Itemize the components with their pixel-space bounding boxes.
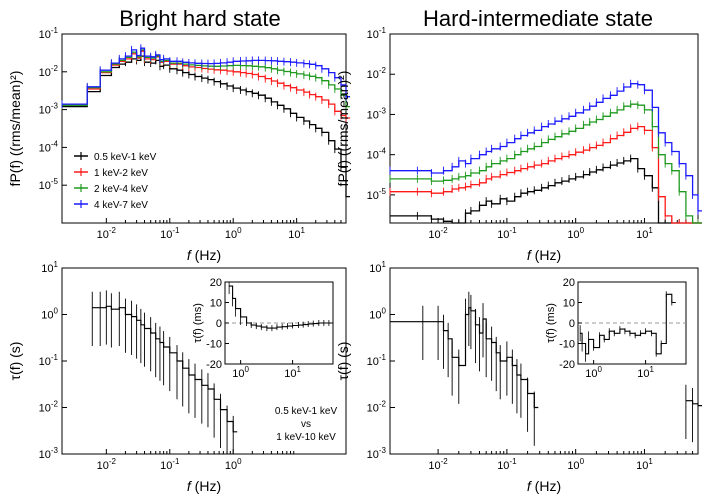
- series-4-kev-7-kev: [389, 79, 702, 215]
- x-tick-label: 101: [636, 457, 653, 472]
- series-1-kev-2-kev: [61, 47, 350, 122]
- y-tick-label: 10-3: [367, 106, 387, 121]
- series-line: [390, 157, 702, 224]
- x-tick-label: 10-2: [428, 226, 448, 241]
- lag-line: [685, 400, 702, 407]
- annotation-line: vs: [301, 419, 311, 430]
- y-tick-label: 10-1: [367, 353, 387, 368]
- x-tick-label: 101: [636, 226, 653, 241]
- inset-x-tick-label: 100: [585, 365, 602, 380]
- legend: 0.5 keV-1 keV 1 keV-2 keV 2 keV-4 keV 4 keV…: [74, 152, 157, 211]
- inset-y-tick-label: 10: [563, 298, 575, 310]
- y-tick-label: 10-3: [367, 446, 387, 461]
- x-axis-label: f (Hz): [187, 478, 221, 494]
- x-axis-label: f (Hz): [527, 478, 561, 494]
- y-tick-label: 101: [41, 260, 58, 275]
- psd-bright-chart: 10-2 10-1 100 101 10-5 10-4 10-3 10-2 10-1 f (Hz)…: [7, 26, 350, 263]
- inset-y-tick-label: 20: [563, 277, 575, 289]
- x-tick-label: 10-1: [497, 226, 517, 241]
- inset-y-axis-label: τ(f) (ms): [192, 303, 204, 343]
- series-line: [390, 103, 702, 224]
- series-0-5-kev-1-kev: [389, 154, 702, 224]
- annotation-line: 1 keV-10 keV: [276, 432, 336, 443]
- inset-y-tick-label: -10: [206, 339, 222, 351]
- legend-label: 2 keV-4 keV: [94, 184, 148, 195]
- y-axis-label: τ(f) (s): [335, 342, 351, 381]
- x-tick-label: 10-1: [160, 457, 180, 472]
- inset-x-tick-label: 101: [284, 365, 301, 380]
- inset-y-tick-label: -10: [559, 339, 575, 351]
- y-tick-label: 100: [41, 307, 58, 322]
- series-lag: [389, 291, 702, 446]
- series-line: [62, 55, 350, 198]
- inset-y-tick-label: 20: [210, 277, 222, 289]
- left-panel-title: Bright hard state: [119, 6, 280, 31]
- inset-x-tick-label: 101: [637, 365, 654, 380]
- y-tick-label: 10-1: [367, 26, 387, 41]
- y-tick-label: 10-1: [39, 353, 59, 368]
- y-tick-label: 10-3: [39, 446, 59, 461]
- x-tick-label: 10-2: [97, 457, 117, 472]
- x-tick-label: 10-2: [428, 457, 448, 472]
- x-axis-label: f (Hz): [187, 247, 221, 263]
- legend-label: 1 keV-2 keV: [94, 168, 148, 179]
- y-tick-label: 10-2: [367, 400, 387, 415]
- lag-line: [390, 307, 539, 409]
- x-tick-label: 100: [567, 457, 584, 472]
- x-tick-label: 101: [288, 226, 305, 241]
- series-line: [390, 125, 702, 224]
- x-tick-label: 10-2: [97, 226, 117, 241]
- y-tick-label: 101: [369, 260, 386, 275]
- x-tick-label: 100: [225, 226, 242, 241]
- x-tick-label: 100: [567, 226, 584, 241]
- y-tick-label: 100: [369, 307, 386, 322]
- series-lag: [91, 290, 238, 454]
- y-axis-label: fP(f) ((rms/mean)²): [335, 71, 351, 187]
- annotation-line: 0.5 keV-1 keV: [275, 406, 338, 417]
- y-tick-label: 10-1: [39, 26, 59, 41]
- inset-y-tick-label: 0: [569, 318, 575, 330]
- y-tick-label: 10-4: [39, 139, 59, 154]
- y-tick-label: 10-2: [39, 400, 59, 415]
- right-panel-title: Hard-intermediate state: [423, 6, 653, 31]
- x-axis-label: f (Hz): [527, 247, 561, 263]
- inset-y-tick-label: 0: [216, 318, 222, 330]
- inset-y-axis-label: τ(f) (ms): [545, 303, 557, 343]
- psd-hims-chart: 10-2 10-1 100 101 10-5 10-4 10-3 10-2 10-1 f (Hz)…: [335, 26, 702, 263]
- inset-y-tick-label: -20: [206, 359, 222, 371]
- inset-y-tick-label: -20: [559, 359, 575, 371]
- plot-frame: [61, 33, 347, 224]
- legend-label: 4 keV-7 keV: [94, 200, 148, 211]
- y-tick-label: 10-2: [367, 66, 387, 81]
- inset-y-tick-label: 10: [210, 298, 222, 310]
- x-tick-label: 10-1: [160, 226, 180, 241]
- y-tick-label: 10-5: [367, 187, 387, 202]
- y-tick-label: 10-3: [39, 102, 59, 117]
- series-4-kev-7-kev: [61, 44, 350, 109]
- series-line: [62, 50, 350, 119]
- y-axis-label: τ(f) (s): [7, 342, 23, 381]
- plot-frame: [389, 33, 699, 224]
- inset-x-tick-label: 100: [232, 365, 249, 380]
- y-tick-label: 10-4: [367, 147, 387, 162]
- y-axis-label: fP(f) ((rms/mean)²): [7, 71, 23, 187]
- x-tick-label: 100: [225, 457, 242, 472]
- y-tick-label: 10-5: [39, 177, 59, 192]
- series-1-kev-2-kev: [389, 122, 702, 224]
- pair-annotation: 0.5 keV-1 keV vs 1 keV-10 keV: [275, 406, 338, 443]
- series-2-kev-4-kev: [389, 100, 702, 224]
- y-tick-label: 10-2: [39, 64, 59, 79]
- x-tick-label: 10-1: [497, 457, 517, 472]
- legend-label: 0.5 keV-1 keV: [94, 152, 157, 163]
